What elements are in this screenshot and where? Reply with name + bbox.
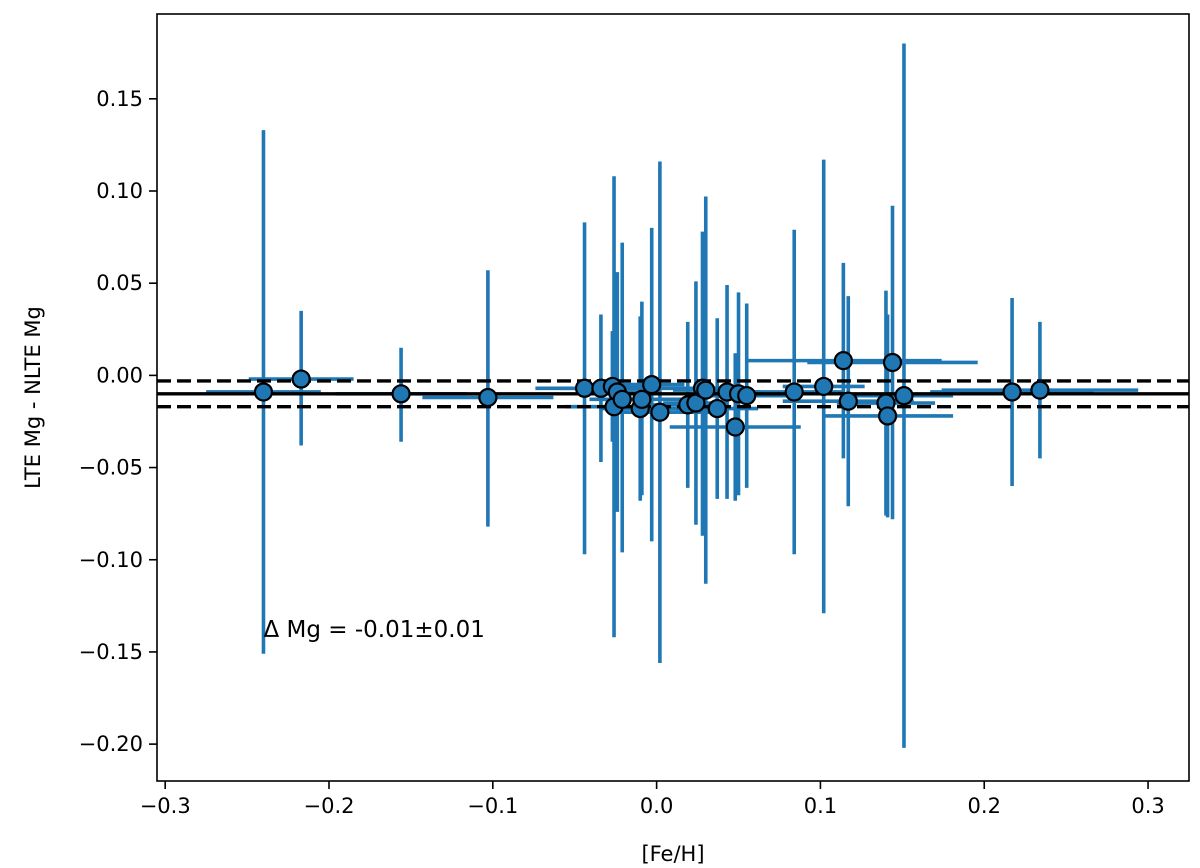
x-axis-label: [Fe/H] bbox=[641, 842, 704, 866]
x-tick-label: 0.0 bbox=[640, 794, 673, 818]
data-point bbox=[478, 387, 498, 408]
data-point bbox=[707, 398, 727, 419]
data-point bbox=[1002, 382, 1022, 402]
data-point bbox=[574, 378, 595, 398]
data-point bbox=[391, 384, 411, 404]
data-point bbox=[632, 389, 652, 409]
data-point bbox=[642, 374, 662, 395]
data-point bbox=[784, 382, 804, 402]
data-point bbox=[650, 402, 670, 422]
y-tick-label: −0.15 bbox=[79, 640, 143, 664]
data-point bbox=[894, 386, 914, 406]
data-point bbox=[253, 382, 274, 402]
x-tick-label: −0.1 bbox=[467, 794, 518, 818]
data-point bbox=[612, 389, 632, 409]
x-tick-label: 0.1 bbox=[804, 794, 837, 818]
data-markers bbox=[253, 351, 1050, 437]
y-tick-label: 0.05 bbox=[96, 271, 143, 295]
y-tick-label: 0.15 bbox=[96, 87, 143, 111]
x-axis-ticks: −0.3 −0.2 −0.1 0.0 0.1 0.2 0.3 bbox=[140, 781, 1165, 818]
delta-mg-annotation: Δ Mg = -0.01±0.01 bbox=[263, 617, 484, 643]
y-tick-label: 0.10 bbox=[96, 179, 143, 203]
x-tick-label: 0.3 bbox=[1131, 794, 1164, 818]
data-point bbox=[882, 352, 903, 373]
y-tick-label: −0.10 bbox=[79, 548, 143, 572]
data-point bbox=[833, 351, 853, 371]
data-point bbox=[696, 380, 716, 400]
data-point bbox=[291, 369, 311, 389]
data-point bbox=[838, 391, 858, 411]
data-point bbox=[1030, 380, 1050, 400]
y-tick-label: −0.20 bbox=[79, 732, 143, 756]
y-axis-ticks: −0.20 −0.15 −0.10 −0.05 0.00 0.05 0.10 0.15 bbox=[79, 87, 157, 756]
x-tick-label: −0.3 bbox=[140, 794, 191, 818]
y-axis-label: LTE Mg - NLTE Mg bbox=[21, 306, 45, 489]
x-tick-label: 0.2 bbox=[968, 794, 1001, 818]
y-tick-label: 0.00 bbox=[96, 363, 143, 387]
y-tick-label: −0.05 bbox=[79, 456, 143, 480]
data-point bbox=[725, 417, 745, 437]
data-point bbox=[737, 386, 757, 406]
x-tick-label: −0.2 bbox=[304, 794, 355, 818]
data-point bbox=[814, 376, 834, 397]
plot-area-frame bbox=[156, 13, 1190, 782]
data-point bbox=[877, 406, 898, 426]
